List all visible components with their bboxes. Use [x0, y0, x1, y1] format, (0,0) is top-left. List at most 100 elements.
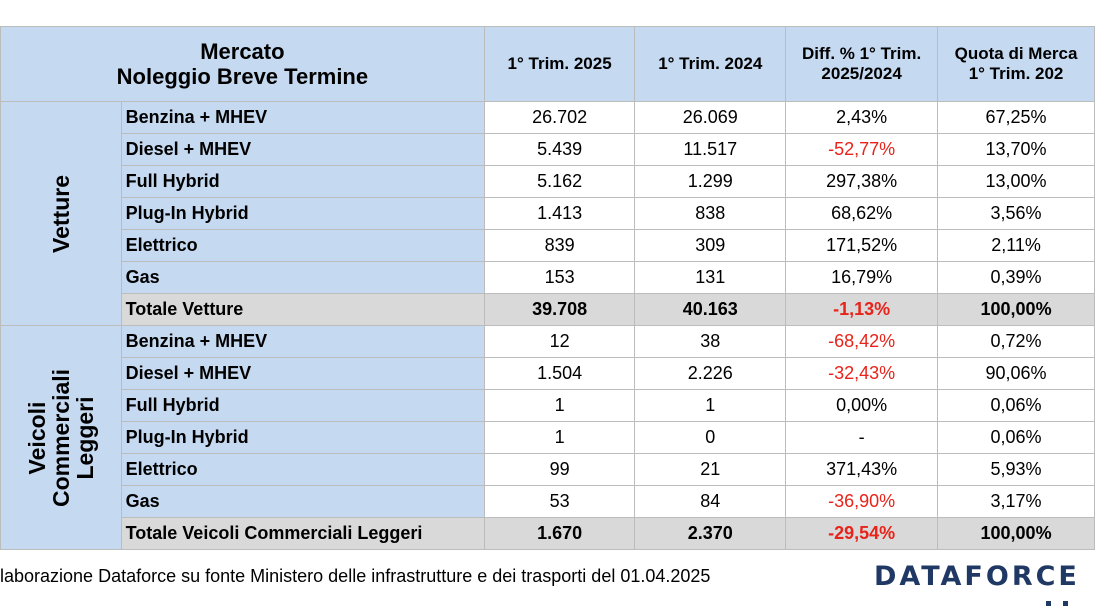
- cell-share: 100,00%: [937, 517, 1095, 550]
- cell-diff: 2,43%: [785, 101, 939, 134]
- cell-2024: 1.299: [634, 165, 787, 198]
- market-title-line1: Mercato: [200, 38, 285, 64]
- cell-share: 67,25%: [937, 101, 1095, 134]
- cell-share: 0,06%: [937, 389, 1095, 422]
- table-row: Totale Vetture 39.708 40.163 -1,13% 100,00%: [1, 293, 1095, 326]
- col-header-share-line1: Quota di Merca: [954, 44, 1078, 64]
- market-table: Mercato Noleggio Breve Termine 1° Trim. …: [0, 26, 1095, 550]
- dataforce-logo: DATAFORCE: [874, 561, 1080, 592]
- col-header-diff-line1: Diff. % 1° Trim.: [802, 44, 922, 64]
- row-label: Elettrico: [120, 229, 485, 262]
- row-label: Gas: [120, 485, 485, 518]
- row-label: Benzina + MHEV: [120, 325, 485, 358]
- group-label: Commerciali: [47, 368, 74, 507]
- cell-2024: 2.370: [634, 517, 787, 550]
- logo-dots-icon: [1046, 593, 1080, 611]
- cell-2024: 131: [634, 261, 787, 294]
- cell-2025: 99: [483, 453, 636, 486]
- row-label: Full Hybrid: [120, 165, 485, 198]
- col-header-diff-line2: 2025/2024: [821, 64, 902, 83]
- source-note: laborazione Dataforce su fonte Ministero…: [0, 566, 711, 586]
- cell-2024: 84: [634, 485, 787, 518]
- cell-diff: 68,62%: [785, 197, 939, 230]
- cell-2025: 839: [483, 229, 636, 262]
- row-label: Benzina + MHEV: [120, 101, 485, 134]
- cell-share: 13,00%: [937, 165, 1095, 198]
- cell-share: 0,06%: [937, 421, 1095, 454]
- cell-diff: 297,38%: [785, 165, 939, 198]
- table-row: Elettrico 839 309 171,52% 2,11%: [1, 229, 1095, 262]
- table-row: Gas 153 131 16,79% 0,39%: [1, 261, 1095, 294]
- cell-2025: 26.702: [483, 101, 636, 134]
- cell-diff: -32,43%: [785, 357, 939, 390]
- table-row: Veicoli Commerciali Leggeri Benzina + MHEV 1…: [0, 325, 1095, 550]
- group-label: Veicoli: [23, 401, 50, 474]
- cell-2024: 26.069: [634, 101, 787, 134]
- market-title: Mercato Noleggio Breve Termine: [0, 26, 485, 102]
- cell-diff: -68,42%: [785, 325, 939, 358]
- table-row: Plug-In Hybrid 1.413 838 68,62% 3,56%: [1, 197, 1095, 230]
- cell-share: 5,93%: [937, 453, 1095, 486]
- group-label: Leggeri: [71, 395, 98, 480]
- col-header-diff: Diff. % 1° Trim. 2025/2024: [785, 26, 939, 102]
- cell-diff: 371,43%: [785, 453, 939, 486]
- table-row: Plug-In Hybrid 1 0-0,06%: [1, 421, 1095, 454]
- table-row: Full Hybrid 1 1 0,00% 0,06%: [1, 389, 1095, 422]
- table-row: Gas 53 84 -36,90% 3,17%: [1, 485, 1095, 518]
- cell-diff: 0,00%: [785, 389, 939, 422]
- row-label: Gas: [120, 261, 485, 294]
- cell-2025: 153: [483, 261, 636, 294]
- cell-share: 13,70%: [937, 133, 1095, 166]
- cell-2025: 39.708: [483, 293, 636, 326]
- row-label: Totale Vetture: [120, 293, 485, 326]
- cell-diff: -29,54%: [785, 517, 939, 550]
- row-label: Plug-In Hybrid: [120, 421, 485, 454]
- row-label: Plug-In Hybrid: [120, 197, 485, 230]
- table-row: Full Hybrid 5.162 1.299 297,38% 13,00%: [1, 165, 1095, 198]
- cell-2024: 38: [634, 325, 787, 358]
- col-header-share: Quota di Merca 1° Trim. 202: [937, 26, 1095, 102]
- cell-2025: 5.162: [483, 165, 636, 198]
- cell-2024: 21: [634, 453, 787, 486]
- table-row: Totale Veicoli Commerciali Leggeri 1.670 2…: [1, 517, 1095, 550]
- cell-share: 100,00%: [937, 293, 1095, 326]
- group-vetture: Vetture: [0, 101, 122, 326]
- table-body: Vetture Benzina + MHEV 26.702 26.069 2,43% 67…: [0, 101, 1095, 550]
- row-label: Full Hybrid: [120, 389, 485, 422]
- table-row: Diesel + MHEV 1.504 2.226 -32,43% 90,06%: [1, 357, 1095, 390]
- col-header-2024: 1° Trim. 2024: [634, 26, 787, 102]
- group-vcl: Veicoli Commerciali Leggeri: [0, 325, 122, 550]
- cell-share: 90,06%: [937, 357, 1095, 390]
- cell-share: 2,11%: [937, 229, 1095, 262]
- cell-2024: 309: [634, 229, 787, 262]
- cell-share: 0,39%: [937, 261, 1095, 294]
- market-title-line2: Noleggio Breve Termine: [116, 64, 369, 89]
- cell-share: 0,72%: [937, 325, 1095, 358]
- cell-2024: 838: [634, 197, 787, 230]
- table-row: Elettrico 99 21 371,43% 5,93%: [1, 453, 1095, 486]
- cell-2024: 40.163: [634, 293, 787, 326]
- table-row: Vetture Benzina + MHEV 26.702 26.069 2,43% 67…: [0, 101, 1095, 326]
- row-label: Diesel + MHEV: [120, 357, 485, 390]
- cell-2025: 5.439: [483, 133, 636, 166]
- cell-2024: 11.517: [634, 133, 787, 166]
- cell-2025: 1.670: [483, 517, 636, 550]
- cell-share: 3,56%: [937, 197, 1095, 230]
- cell-2025: 1.413: [483, 197, 636, 230]
- cell-diff: -52,77%: [785, 133, 939, 166]
- cell-share: 3,17%: [937, 485, 1095, 518]
- col-header-2025: 1° Trim. 2025: [483, 26, 636, 102]
- cell-2024: 0: [634, 421, 787, 454]
- row-label: Totale Veicoli Commerciali Leggeri: [120, 517, 485, 550]
- row-label: Diesel + MHEV: [120, 133, 485, 166]
- cell-2025: 12: [483, 325, 636, 358]
- cell-diff: -1,13%: [785, 293, 939, 326]
- cell-diff: -36,90%: [785, 485, 939, 518]
- cell-diff: 16,79%: [785, 261, 939, 294]
- cell-2024: 2.226: [634, 357, 787, 390]
- cell-2025: 1: [483, 421, 636, 454]
- group-label: Vetture: [47, 174, 74, 253]
- table-header-row: Mercato Noleggio Breve Termine 1° Trim. …: [0, 26, 1095, 102]
- cell-diff: 171,52%: [785, 229, 939, 262]
- cell-2025: 53: [483, 485, 636, 518]
